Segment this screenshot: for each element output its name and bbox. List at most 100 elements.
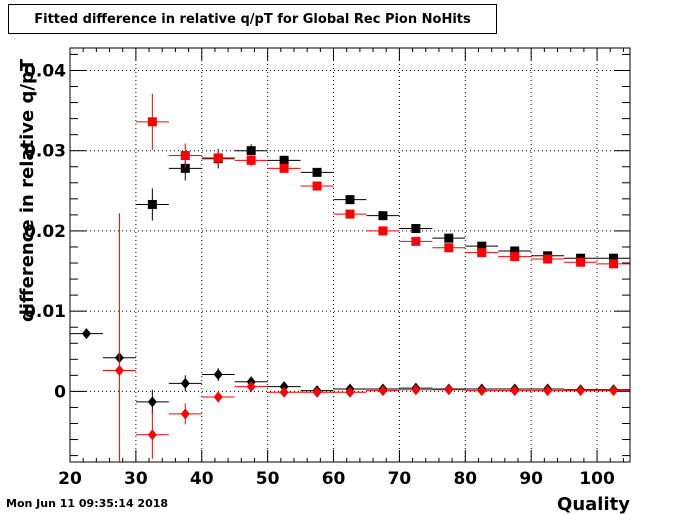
diamond-marker (213, 391, 223, 403)
chart-title: Fitted difference in relative q/pT for G… (8, 4, 497, 34)
square-marker (543, 254, 553, 264)
square-marker (477, 248, 487, 258)
diamond-marker (279, 386, 289, 398)
diamond-marker (114, 365, 124, 377)
diamond-marker (279, 381, 289, 393)
square-marker (411, 236, 421, 246)
x-tick-label: 20 (58, 469, 82, 489)
data-point (135, 188, 169, 221)
diamond-marker (510, 385, 520, 397)
diamond-marker (81, 328, 91, 340)
square-marker (576, 257, 586, 267)
data-point (366, 226, 400, 236)
data-point (465, 385, 499, 397)
diamond-marker (444, 384, 454, 396)
diamond-marker (609, 385, 619, 397)
x-tick-label: 90 (519, 469, 543, 489)
data-point (531, 254, 565, 264)
data-point (399, 236, 433, 246)
square-marker (345, 195, 355, 205)
plot-frame (69, 47, 631, 463)
square-marker (444, 243, 454, 253)
square-marker (444, 233, 454, 243)
square-marker (279, 155, 289, 165)
square-marker (609, 253, 619, 263)
x-tick-label: 40 (190, 469, 214, 489)
diamond-marker (543, 385, 553, 397)
data-point (300, 181, 334, 191)
diamond-marker (180, 377, 190, 389)
x-tick-label: 70 (388, 469, 412, 489)
y-axis-label: difference in relative q/pT (17, 58, 38, 322)
data-point (267, 163, 301, 173)
data-point (498, 252, 532, 262)
data-point (564, 257, 598, 267)
data-point (366, 211, 400, 221)
data-point (267, 386, 301, 398)
data-point (432, 243, 466, 253)
data-point (333, 195, 367, 205)
data-point (234, 154, 268, 166)
square-marker (510, 252, 520, 262)
diamond-marker (147, 429, 157, 441)
timestamp: Mon Jun 11 09:35:14 2018 (6, 497, 169, 510)
data-point (333, 209, 367, 219)
y-tick-label: 0 (54, 382, 66, 402)
data-point (70, 328, 103, 340)
square-marker (477, 241, 487, 251)
y-tick-label: 0.03 (24, 142, 66, 162)
y-tick-label: 0.02 (24, 222, 66, 242)
data-point (102, 213, 136, 462)
data-point (399, 384, 433, 396)
diamond-marker (246, 381, 256, 393)
data-point (564, 385, 598, 397)
data-point (135, 93, 169, 150)
data-point (168, 143, 202, 168)
data-point (597, 259, 630, 269)
data-point (135, 410, 169, 459)
data-point (432, 384, 466, 396)
data-point (498, 385, 532, 397)
square-marker (180, 151, 190, 161)
data-point (465, 248, 499, 258)
x-tick-label: 100 (579, 469, 615, 489)
x-tick-label: 60 (322, 469, 346, 489)
square-marker (279, 163, 289, 173)
data-point (531, 385, 565, 397)
diamond-marker (312, 386, 322, 398)
square-marker (378, 226, 388, 236)
square-marker (345, 209, 355, 219)
data-point (300, 386, 334, 398)
data-point (267, 155, 301, 166)
square-marker (312, 181, 322, 191)
y-tick-label: 0.01 (24, 302, 66, 322)
diamond-marker (180, 408, 190, 420)
data-point (168, 403, 202, 425)
square-marker (378, 211, 388, 221)
axes: 20 30 40 50 60 70 80 90 100 0 0.01 0.02 0.03 0.04 (24, 47, 631, 489)
data-point (399, 224, 433, 234)
square-marker (312, 167, 322, 177)
data-point (201, 368, 235, 381)
x-tick-label: 80 (453, 469, 477, 489)
data-point (333, 386, 367, 398)
square-marker (609, 259, 619, 269)
data-point (234, 381, 268, 393)
square-marker (147, 199, 157, 209)
diamond-marker (147, 396, 157, 408)
data-point (201, 149, 235, 166)
diamond-marker (411, 384, 421, 396)
square-marker (213, 153, 223, 163)
x-tick-label: 30 (124, 469, 148, 489)
data-point (135, 389, 169, 414)
square-marker (246, 146, 256, 156)
data-point (300, 167, 334, 177)
y-tick-label: 0.04 (24, 61, 66, 81)
data-point (432, 233, 466, 243)
diamond-marker (213, 369, 223, 381)
diamond-marker (477, 385, 487, 397)
data-point (201, 391, 235, 403)
diamond-marker (345, 386, 355, 398)
x-axis-label: Quality (557, 494, 630, 514)
square-marker (147, 117, 157, 127)
